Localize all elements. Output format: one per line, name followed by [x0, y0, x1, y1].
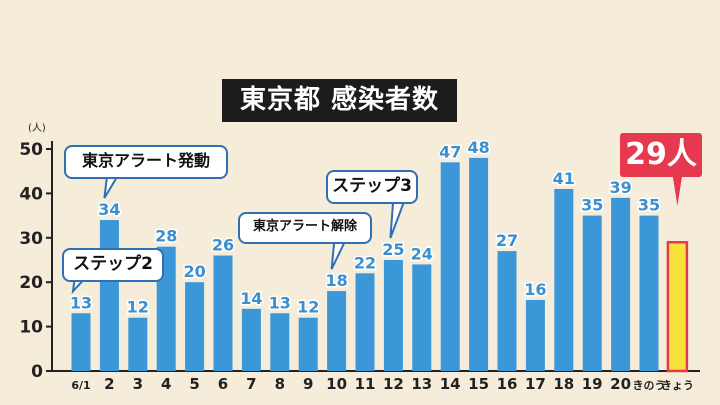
x-tick-label: 15 [468, 375, 489, 393]
bar-value-label: 27 [496, 231, 518, 250]
bar [525, 299, 545, 371]
x-tick-label: 4 [161, 375, 171, 393]
bar-value-label: 35 [581, 196, 603, 215]
bar-value-label: 14 [240, 289, 262, 308]
x-tick-label: 5 [189, 375, 199, 393]
bar [412, 264, 432, 371]
x-tick-label: 16 [497, 375, 518, 393]
bar [327, 291, 347, 371]
callout-pointer [389, 197, 407, 239]
bar [355, 273, 375, 371]
bar-value-label: 25 [382, 240, 404, 259]
y-tick-label: 20 [19, 273, 43, 293]
bar-value-label: 24 [411, 244, 433, 263]
x-tick-label: 20 [610, 375, 631, 393]
bar [128, 317, 148, 371]
bar-value-label: 35 [638, 196, 660, 215]
x-tick-label: 8 [275, 375, 285, 393]
bar-value-label: 39 [609, 178, 631, 197]
bar-value-label: 48 [467, 138, 489, 157]
today-value-badge: 29人 [620, 133, 702, 177]
x-tick-label: 6/1 [71, 379, 90, 392]
y-tick-label: 30 [19, 229, 43, 249]
y-axis-unit-label: (人) [28, 122, 46, 134]
bar [99, 220, 119, 371]
x-tick-label: 12 [383, 375, 404, 393]
x-tick-label: 6 [218, 375, 228, 393]
x-tick-label: 13 [411, 375, 432, 393]
chart-title: 東京都 感染者数 [222, 79, 457, 122]
bar-value-label: 20 [183, 262, 205, 281]
bar [213, 255, 233, 371]
bar [639, 215, 659, 371]
bar-value-label: 22 [354, 253, 376, 272]
bar-value-label: 34 [98, 200, 120, 219]
bar [582, 215, 602, 371]
x-tick-label: 17 [525, 375, 546, 393]
y-tick-label: 50 [19, 140, 43, 160]
x-tick-label: 3 [133, 375, 143, 393]
bar [469, 157, 489, 371]
x-tick-label: 9 [303, 375, 313, 393]
bar [298, 317, 318, 371]
bar [185, 282, 205, 371]
bar-value-label: 16 [524, 280, 546, 299]
x-tick-label: きのう [633, 379, 666, 392]
bar [71, 313, 91, 371]
bar [497, 251, 517, 371]
bar-value-label: 28 [155, 227, 177, 246]
bar [666, 240, 689, 373]
callout-box: 東京アラート解除 [238, 212, 372, 244]
bar-value-label: 41 [553, 169, 575, 188]
x-tick-label: 11 [355, 375, 376, 393]
bar-value-label: 13 [269, 293, 291, 312]
x-tick-label: きょう [661, 379, 694, 392]
callout-box: 東京アラート発動 [64, 145, 228, 179]
bar [554, 188, 574, 371]
callout-box: ステップ3 [326, 170, 418, 204]
bar-value-label: 12 [297, 298, 319, 317]
bar-value-label: 13 [70, 293, 92, 312]
bar [241, 308, 261, 371]
x-tick-label: 10 [326, 375, 347, 393]
bar [611, 197, 631, 371]
y-tick-label: 0 [31, 362, 43, 382]
x-tick-label: 2 [104, 375, 114, 393]
bar-value-label: 12 [127, 298, 149, 317]
x-tick-label: 14 [440, 375, 461, 393]
x-tick-label: 7 [246, 375, 256, 393]
callout-box: ステップ2 [62, 248, 164, 282]
x-tick-label: 18 [553, 375, 574, 393]
bar-value-label: 18 [325, 271, 347, 290]
bar [440, 162, 460, 371]
today-pointer [672, 174, 683, 206]
bar-value-label: 26 [212, 236, 234, 255]
bar-value-label: 47 [439, 142, 461, 161]
y-tick-label: 10 [19, 318, 43, 338]
bar [270, 313, 290, 371]
x-tick-label: 19 [582, 375, 603, 393]
bar [383, 260, 403, 371]
y-tick-label: 40 [19, 184, 43, 204]
